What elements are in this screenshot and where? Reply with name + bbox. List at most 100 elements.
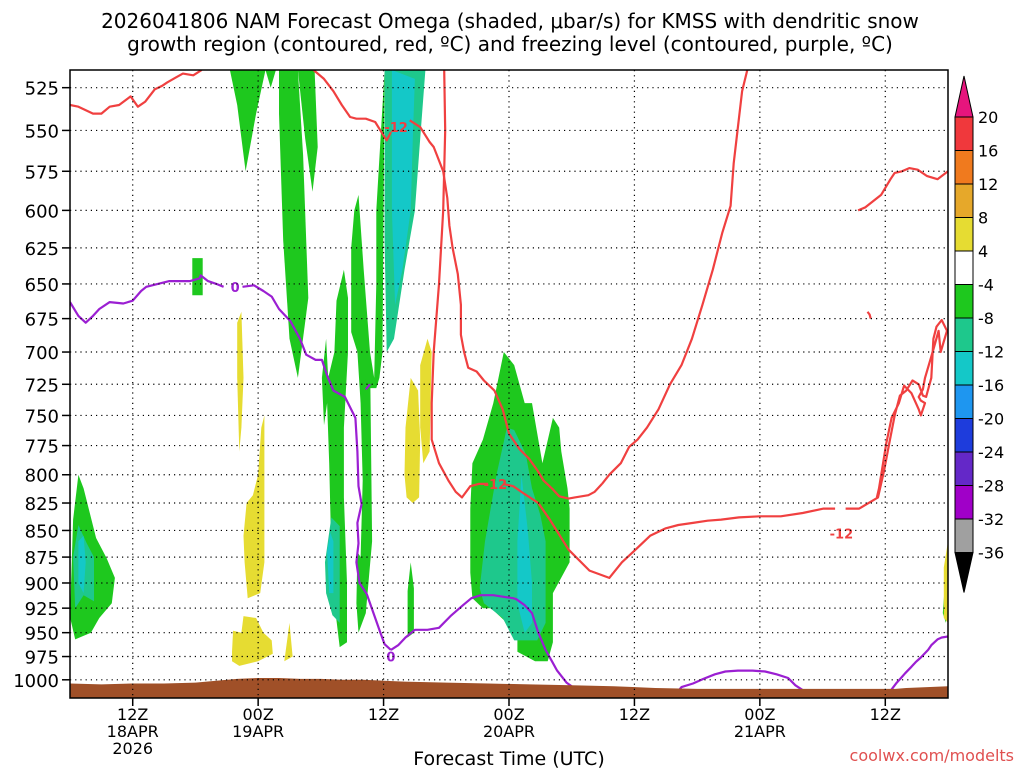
x-tick-label-18-0: 00Z xyxy=(242,705,273,724)
chart-title-line1: 2026041806 NAM Forecast Omega (shaded, μ… xyxy=(101,9,919,33)
colorbar-bin-9 xyxy=(954,418,974,453)
colorbar-bin-11 xyxy=(954,485,974,520)
colorbar-bin-0 xyxy=(954,116,974,151)
omega-shade-0-5 xyxy=(297,70,318,192)
y-tick-label-575: 575 xyxy=(25,162,59,183)
omega-shade-3-6 xyxy=(943,541,948,623)
dendritic_-12-label-1: -12 xyxy=(484,478,508,493)
y-tick-label-700: 700 xyxy=(25,343,59,364)
omega-shade-3-2 xyxy=(232,616,273,666)
colorbar-bin-5 xyxy=(954,284,974,319)
y-tick-label-775: 775 xyxy=(25,437,59,458)
colorbar-label-8: -16 xyxy=(978,376,1004,395)
colorbar-label-6: -8 xyxy=(978,309,994,328)
y-tick-label-550: 550 xyxy=(25,121,59,142)
colorbar-label-13: -36 xyxy=(978,544,1004,563)
colorbar: 20 16 12 8 4 -4 -8 -12 -16 -20 -24 -28 -32 -36 xyxy=(954,75,1004,593)
x-axis-label: Forecast Time (UTC) xyxy=(413,748,604,768)
omega-shade-2-1 xyxy=(327,532,334,594)
x-tick-label-66-1: 21APR xyxy=(734,722,786,741)
x-tick-label-42-0: 00Z xyxy=(493,705,524,724)
colorbar-bin-8 xyxy=(954,384,974,419)
colorbar-bin-12 xyxy=(954,518,974,553)
y-tick-label-975: 975 xyxy=(25,648,59,669)
x-tick-label-54-0: 12Z xyxy=(619,705,650,724)
colorbar-bin-7 xyxy=(954,351,974,386)
dendritic_-12-line-3 xyxy=(601,70,749,485)
omega-shade-0-7 xyxy=(351,194,373,633)
watermark: coolwx.com/modelts xyxy=(850,746,1014,765)
omega-shade-2-2 xyxy=(391,70,415,305)
freezing_0-line-0 xyxy=(70,274,225,324)
chart-title-line2: growth region (contoured, red, ºC) and f… xyxy=(127,32,893,56)
colorbar-bin-4 xyxy=(954,250,974,285)
y-tick-label-925: 925 xyxy=(25,599,59,620)
x-tick-label-42-1: 20APR xyxy=(483,722,535,741)
y-axis: 525 550 575 600 625 650 675 700 725 750 775 800 825 8… xyxy=(13,79,70,692)
omega-shade-3-3 xyxy=(284,622,293,662)
omega-shade-3-4 xyxy=(404,377,421,503)
omega-shade-0-2 xyxy=(229,70,266,172)
y-tick-label-675: 675 xyxy=(25,310,59,331)
freezing_0-line-5 xyxy=(889,635,948,692)
grid-lines xyxy=(70,70,948,698)
colorbar-bin-3 xyxy=(954,217,974,252)
colorbar-bin-2 xyxy=(954,183,974,218)
freezing_0-label-1: 0 xyxy=(386,651,395,666)
omega-shade-0-8 xyxy=(364,70,385,389)
y-tick-label-850: 850 xyxy=(25,521,59,542)
colorbar-label-9: -20 xyxy=(978,410,1004,429)
y-tick-label-600: 600 xyxy=(25,201,59,222)
plot-content: -12 -12 -12 0 0 xyxy=(70,70,948,698)
freezing_0-line-1 xyxy=(242,284,392,651)
dendritic_-12-label-2: -12 xyxy=(830,528,854,543)
omega-shade-3-5 xyxy=(420,338,432,464)
omega-shade-0-6 xyxy=(321,269,348,648)
freezing_0-line-2 xyxy=(364,383,371,391)
colorbar-label-0: 20 xyxy=(978,108,998,127)
omega-shade-3-1 xyxy=(243,415,265,599)
colorbar-label-1: 16 xyxy=(978,142,998,161)
dendritic_-12-line-6 xyxy=(845,318,948,510)
omega-shade-2-3 xyxy=(517,474,532,633)
colorbar-label-5: -4 xyxy=(978,276,994,295)
x-tick-label-66-0: 00Z xyxy=(744,705,775,724)
omega-shade-0-9 xyxy=(407,562,414,638)
x-tick-label-18-1: 19APR xyxy=(232,722,284,741)
colorbar-bin-6 xyxy=(954,317,974,352)
y-tick-label-725: 725 xyxy=(25,375,59,396)
omega-shade-3-0 xyxy=(237,311,244,452)
colorbar-label-12: -32 xyxy=(978,510,1004,529)
freezing_0-line-4 xyxy=(677,669,805,692)
y-tick-label-625: 625 xyxy=(25,239,59,260)
y-tick-label-525: 525 xyxy=(25,79,59,100)
colorbar-label-11: -28 xyxy=(978,477,1004,496)
colorbar-label-4: 4 xyxy=(978,242,988,261)
omega-shade-2-0 xyxy=(78,535,86,594)
y-tick-label-650: 650 xyxy=(25,275,59,296)
dendritic_-12-line-0 xyxy=(70,70,203,115)
colorbar-label-10: -24 xyxy=(978,443,1004,462)
dendritic_-12-line-2 xyxy=(409,119,603,500)
colorbar-bin-10 xyxy=(954,451,974,486)
x-tick-label-6-2: 2026 xyxy=(112,739,153,758)
y-tick-label-950: 950 xyxy=(25,624,59,645)
x-tick-label-30-0: 12Z xyxy=(368,705,399,724)
x-tick-label-78-0: 12Z xyxy=(870,705,901,724)
omega-shade-0-3 xyxy=(265,70,276,88)
dendritic_-12-label-0: -12 xyxy=(384,121,408,136)
dendritic_-12-line-8 xyxy=(866,311,872,319)
dendritic_-12-line-7 xyxy=(857,167,948,212)
y-tick-label-750: 750 xyxy=(25,406,59,427)
colorbar-bottom-cap xyxy=(954,552,974,593)
freezing_0-line-3 xyxy=(390,594,579,692)
colorbar-bin-1 xyxy=(954,150,974,185)
plot-area: -12 -12 -12 0 0 525 550 575 600 625 650 675 700 725 75… xyxy=(13,69,949,758)
y-tick-label-1000: 1000 xyxy=(13,671,59,692)
colorbar-label-2: 12 xyxy=(978,175,998,194)
colorbar-label-7: -12 xyxy=(978,343,1004,362)
x-tick-label-6-0: 12Z xyxy=(117,705,148,724)
